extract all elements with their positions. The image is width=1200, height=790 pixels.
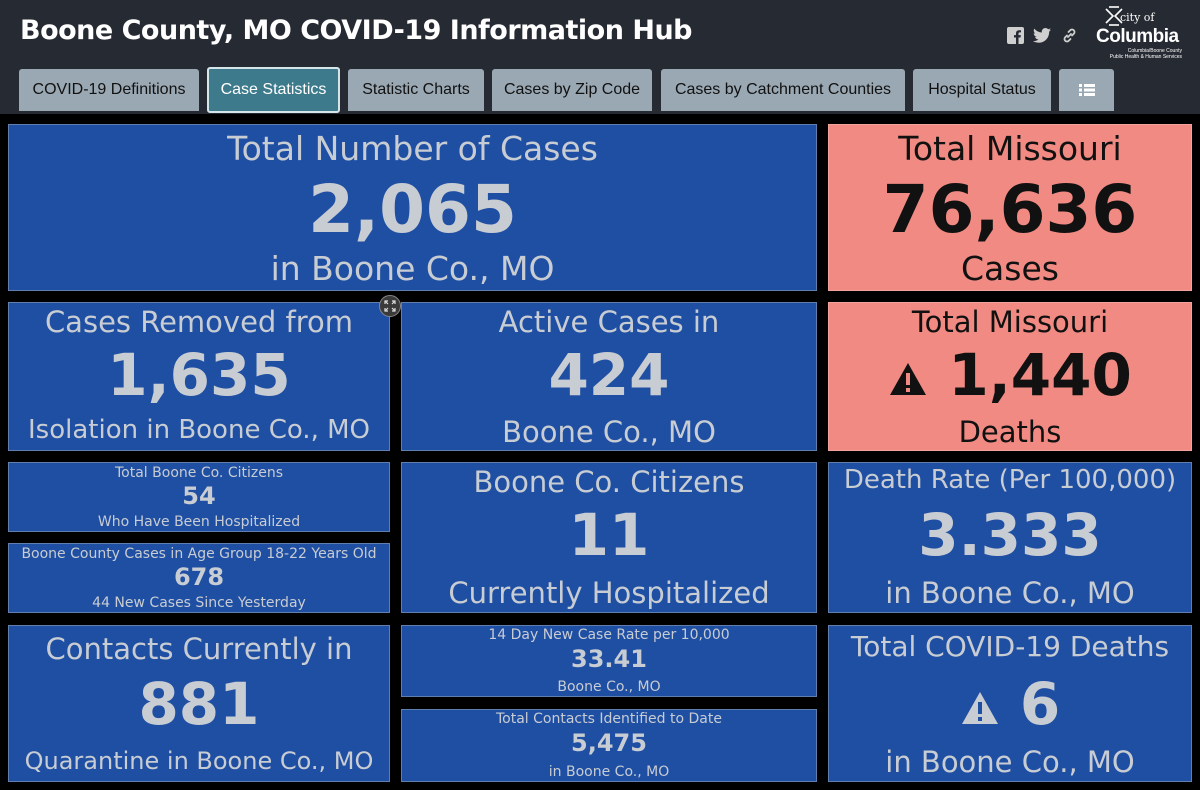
tile-label-top: Contacts Currently in (45, 632, 353, 666)
warning-icon (961, 691, 998, 724)
header-bar: Boone County, MO COVID-19 Information Hu… (0, 0, 1200, 114)
tile-value: 1,440 (948, 341, 1132, 409)
tile-value: 881 (138, 670, 260, 738)
tile-label-top: Total Boone Co. Citizens (115, 465, 283, 481)
tile-label-top: Total COVID-19 Deaths (850, 630, 1170, 663)
city-logo: city of Columbia Columbia/Boone County Pu… (1094, 2, 1190, 64)
logo-emblem-icon (1105, 6, 1123, 26)
logo-subtitle: Columbia/Boone County Public Health & Hum… (1100, 48, 1182, 60)
twitter-icon[interactable] (1033, 26, 1051, 44)
tile-value: 33.41 (571, 645, 647, 673)
tile-value: 11 (568, 501, 650, 569)
tile-currently-hospitalized: Boone Co. Citizens 11 Currently Hospital… (401, 462, 817, 613)
tile-label-bottom: Isolation in Boone Co., MO (28, 415, 370, 445)
tile-label-bottom: in Boone Co., MO (270, 249, 555, 288)
facebook-icon[interactable] (1006, 26, 1024, 44)
tile-value-row: 1,440 (829, 341, 1191, 409)
list-icon (1078, 84, 1095, 96)
tile-label-bottom: Who Have Been Hospitalized (97, 514, 301, 530)
tile-label-top: Active Cases in (498, 305, 720, 339)
tile-value: 6 (1019, 670, 1061, 738)
tab-covid-definitions[interactable]: COVID-19 Definitions (19, 69, 199, 111)
logo-name-text: Columbia (1096, 26, 1179, 47)
link-icon[interactable] (1060, 26, 1078, 44)
tile-total-deaths: Total COVID-19 Deaths 6 in Boone Co., MO (828, 625, 1192, 782)
tile-label-bottom: Boone Co., MO (557, 679, 661, 695)
tile-label-bottom: Quarantine in Boone Co., MO (24, 747, 374, 775)
tile-value: 5,475 (571, 729, 647, 757)
tile-label-bottom: Cases (961, 249, 1059, 288)
tile-label-bottom: 44 New Cases Since Yesterday (92, 595, 306, 611)
tile-missouri-cases: Total Missouri 76,636 Cases (828, 124, 1192, 291)
tab-statistic-charts[interactable]: Statistic Charts (348, 69, 484, 111)
logo-city-text: city of (1120, 11, 1155, 24)
tile-value: 678 (173, 563, 225, 591)
logo-subtitle-line1: Columbia/Boone County (1127, 48, 1182, 54)
tile-value: 3.333 (918, 501, 1102, 569)
tile-label-bottom: Boone Co., MO (502, 415, 716, 449)
expand-icon[interactable] (379, 295, 401, 317)
tile-label-bottom: Deaths (958, 415, 1062, 449)
tile-label-top: Boone Co. Citizens (473, 465, 745, 499)
tile-label-top: Total Number of Cases (227, 129, 598, 168)
tab-more-menu[interactable] (1059, 69, 1114, 111)
tile-hospitalized-total: Total Boone Co. Citizens 54 Who Have Bee… (8, 462, 390, 532)
warning-icon (890, 362, 927, 395)
tile-total-cases: Total Number of Cases 2,065 in Boone Co.… (8, 124, 817, 291)
tile-case-rate-14day: 14 Day New Case Rate per 10,000 33.41 Bo… (401, 625, 817, 697)
tile-value: 76,636 (882, 171, 1138, 248)
tab-cases-by-zip[interactable]: Cases by Zip Code (492, 69, 652, 111)
tile-value-row: 6 (829, 670, 1191, 738)
logo-subtitle-line2: Public Health & Human Services (1109, 54, 1182, 60)
tile-label-top: Total Contacts Identified to Date (496, 711, 722, 727)
tab-catchment-counties[interactable]: Cases by Catchment Counties (661, 69, 905, 111)
tile-label-bottom: in Boone Co., MO (885, 745, 1135, 779)
tile-age-group: Boone County Cases in Age Group 18-22 Ye… (8, 543, 390, 613)
tile-contacts-quarantine: Contacts Currently in 881 Quarantine in … (8, 625, 390, 782)
tab-case-statistics[interactable]: Case Statistics (207, 67, 340, 113)
tile-label-top: 14 Day New Case Rate per 10,000 (488, 627, 730, 643)
tile-missouri-deaths: Total Missouri 1,440 Deaths (828, 302, 1192, 451)
tile-cases-removed: Cases Removed from 1,635 Isolation in Bo… (8, 302, 390, 451)
tile-label-top: Total Missouri (898, 129, 1122, 168)
tile-active-cases: Active Cases in 424 Boone Co., MO (401, 302, 817, 451)
tile-label-top: Cases Removed from (44, 305, 354, 339)
tile-value: 424 (548, 341, 670, 409)
tile-death-rate: Death Rate (Per 100,000) 3.333 in Boone … (828, 462, 1192, 613)
tile-label-top: Total Missouri (911, 305, 1109, 339)
tile-value: 54 (182, 482, 216, 510)
tile-label-bottom: in Boone Co., MO (885, 576, 1135, 610)
tile-label-top: Death Rate (Per 100,000) (843, 465, 1177, 495)
tile-label-bottom: Currently Hospitalized (448, 576, 770, 610)
tile-value: 1,635 (107, 341, 291, 409)
tile-label-top: Boone County Cases in Age Group 18-22 Ye… (21, 546, 377, 562)
page-title: Boone County, MO COVID-19 Information Hu… (20, 15, 693, 46)
tab-hospital-status[interactable]: Hospital Status (913, 69, 1051, 111)
tile-label-bottom: in Boone Co., MO (548, 764, 670, 780)
tile-total-contacts: Total Contacts Identified to Date 5,475 … (401, 709, 817, 782)
tile-value: 2,065 (308, 171, 517, 248)
